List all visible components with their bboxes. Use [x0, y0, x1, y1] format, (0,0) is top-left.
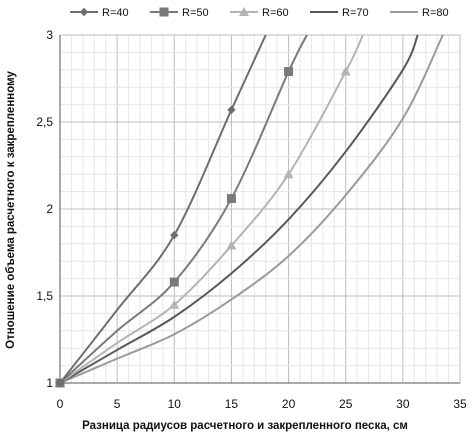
legend-label: R=80	[422, 7, 449, 19]
data-point	[227, 105, 236, 115]
legend-item: R=50	[150, 7, 209, 19]
x-tick-label: 20	[282, 397, 296, 411]
data-point	[169, 277, 179, 287]
legend-marker	[79, 7, 89, 17]
y-tick-label: 3	[46, 28, 53, 42]
legend-item: R=40	[70, 7, 129, 19]
axes	[59, 35, 460, 384]
tick-labels: 0 5 10 15 20 25 30 35 1 1,5 2 2,5 3	[36, 28, 467, 411]
x-tick-label: 0	[57, 397, 64, 411]
series-r-40	[55, 34, 267, 388]
legend-label: R=60	[262, 7, 289, 19]
data-point	[55, 378, 65, 388]
series-r-80	[59, 34, 444, 384]
legend-label: R=40	[102, 7, 129, 19]
legend-item: R=70	[310, 7, 369, 19]
x-tick-label: 35	[453, 397, 467, 411]
x-tick-label: 5	[114, 397, 121, 411]
legend-item: R=80	[390, 7, 449, 19]
y-tick-label: 2	[46, 202, 53, 216]
y-tick-label: 1,5	[36, 289, 53, 303]
x-tick-label: 10	[168, 397, 182, 411]
y-tick-label: 2,5	[36, 115, 53, 129]
legend-item: R=60	[230, 7, 289, 19]
legend: R=40 R=50 R=60 R=70 R=80	[70, 7, 449, 19]
data-point	[283, 169, 294, 179]
series-r-70	[59, 34, 419, 384]
grid-lines	[59, 34, 461, 384]
x-tick-label: 15	[225, 397, 239, 411]
legend-marker	[159, 7, 169, 17]
x-tick-label: 25	[339, 397, 353, 411]
y-axis-title: Отношение объема расчетного к закрепленн…	[5, 71, 17, 349]
data-point	[284, 67, 294, 77]
series-r-50	[55, 34, 308, 388]
legend-marker	[239, 7, 249, 16]
series-layer	[55, 34, 444, 388]
data-point	[169, 299, 180, 309]
x-tick-label: 30	[396, 397, 410, 411]
series-line	[59, 34, 419, 384]
legend-label: R=70	[342, 7, 369, 19]
x-axis-title: Разница радиусов расчетного и закрепленн…	[82, 420, 408, 432]
series-r-60	[55, 34, 364, 387]
series-line	[59, 34, 444, 384]
data-point	[226, 194, 236, 204]
data-point	[226, 240, 237, 250]
data-point	[170, 230, 179, 240]
data-point	[340, 66, 351, 76]
legend-label: R=50	[182, 7, 209, 19]
y-tick-label: 1	[46, 376, 53, 390]
